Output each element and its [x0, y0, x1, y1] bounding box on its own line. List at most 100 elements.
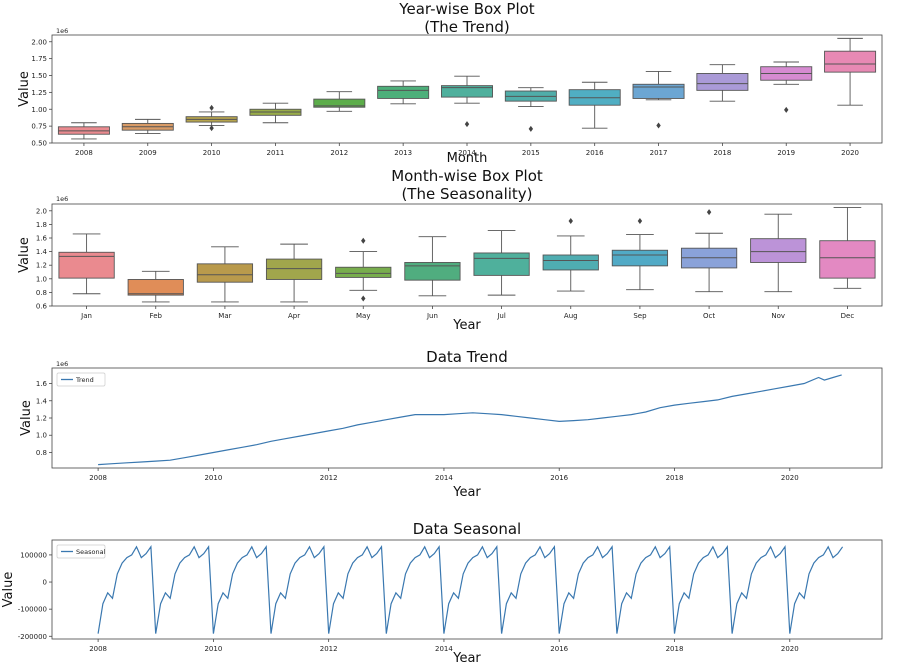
x-tick-label: 2012	[320, 645, 338, 653]
box-Jul	[473, 252, 530, 276]
y-tick-label: 0	[43, 579, 47, 587]
x-tick-label: Aug	[564, 312, 578, 320]
chart-title: Data Trend	[426, 348, 508, 366]
box-Apr	[265, 258, 323, 280]
month-wise-box-panel: Jan Feb Mar Apr May Jun Jul Aug Sep Oct Nov Dec 0.6 0…	[17, 167, 883, 333]
data-trend-panel: 2008 2010 2012 2014 2016 2018 2020 0.8 1.0 1.2 1.4…	[19, 348, 883, 500]
x-tick-label: 2019	[777, 149, 795, 157]
chart-title: Year-wise Box Plot	[398, 0, 534, 18]
box-Jun	[404, 262, 461, 281]
x-tick-label: 2012	[320, 474, 338, 482]
outlier-point	[637, 218, 643, 224]
legend-label: Trend	[75, 376, 94, 384]
box-Nov	[750, 238, 807, 263]
x-axis-label: Month	[447, 151, 488, 166]
y-tick-label: 1.4	[36, 248, 48, 256]
chart-title: Data Seasonal	[413, 520, 521, 538]
x-tick-label: Nov	[771, 312, 785, 320]
x-tick-label: 2012	[330, 149, 348, 157]
legend-box	[56, 372, 106, 387]
x-tick-label: 2010	[204, 474, 222, 482]
y-axis-label: Value	[1, 572, 16, 608]
y-tick-label: 1.8	[36, 221, 47, 229]
chart-subtitle: (The Seasonality)	[401, 185, 532, 203]
x-tick-label: 2014	[458, 149, 476, 157]
y-tick-label: 1.50	[31, 72, 47, 80]
x-tick-label: Dec	[841, 312, 855, 320]
x-tick-label: 2008	[75, 149, 93, 157]
y-tick-label: 2.0	[36, 207, 47, 215]
x-tick-label: 2015	[522, 149, 540, 157]
box-2012	[313, 98, 366, 108]
y-tick-label: 1.2	[36, 415, 47, 423]
x-tick-label: 2017	[650, 149, 668, 157]
x-tick-label: 2018	[713, 149, 731, 157]
box-Mar	[196, 263, 254, 283]
y-tick-label: -200000	[18, 633, 47, 641]
box-Aug	[542, 254, 599, 271]
x-tick-label: Jul	[496, 312, 506, 320]
outlier-point	[209, 125, 214, 132]
plot-frame	[51, 203, 883, 307]
x-tick-label: Jun	[426, 312, 438, 320]
x-axis-label: Year	[452, 485, 481, 500]
series-line-seasonal	[97, 545, 844, 634]
x-tick-label: 2016	[550, 474, 568, 482]
y-tick-label: 1.0	[36, 275, 47, 283]
y-tick-label: 1.0	[36, 432, 47, 440]
plot-frame	[51, 367, 883, 469]
box-Sep	[611, 249, 669, 267]
box-Dec	[819, 240, 876, 279]
x-axis-label: Year	[452, 318, 481, 333]
outlier-point	[656, 122, 661, 129]
legend-label: Seasonal	[76, 548, 106, 556]
x-tick-label: 2020	[781, 645, 799, 653]
box-2018	[696, 73, 749, 91]
y-tick-label: 0.50	[31, 140, 47, 148]
x-tick-label: Feb	[150, 312, 163, 320]
outlier-point	[209, 104, 214, 111]
y-tick-label: 1.4	[36, 397, 48, 405]
outlier-point	[464, 121, 470, 128]
x-axis-label: Year	[452, 651, 481, 666]
y-offset-label: 1e6	[56, 195, 68, 203]
x-tick-label: 2014	[435, 474, 453, 482]
outlier-point	[528, 125, 534, 132]
x-tick-label: May	[356, 312, 370, 320]
y-axis-label: Value	[17, 71, 32, 107]
x-tick-label: 2016	[586, 149, 604, 157]
x-tick-label: 2013	[394, 149, 412, 157]
y-offset-label: 1e6	[56, 360, 68, 368]
x-tick-label: Mar	[218, 312, 231, 320]
x-tick-label: 2020	[841, 149, 859, 157]
x-tick-label: 2010	[204, 645, 222, 653]
outlier-point	[784, 106, 789, 113]
box-Feb	[127, 279, 184, 296]
y-axis-label: Value	[17, 237, 32, 273]
chart-title: Month-wise Box Plot	[391, 167, 543, 185]
y-tick-label: 0.6	[36, 303, 48, 311]
outlier-point	[568, 218, 573, 224]
data-seasonal-panel: 2008 2010 2012 2014 2016 2018 2020 100000 0 -1000…	[1, 520, 883, 666]
x-tick-label: 2011	[267, 149, 285, 157]
y-tick-label: 1.2	[36, 262, 47, 270]
x-tick-label: 2009	[139, 149, 157, 157]
y-tick-label: 1.00	[31, 106, 47, 114]
outlier-point	[706, 209, 712, 216]
series-line-trend	[98, 374, 842, 466]
x-tick-label: 2018	[666, 474, 684, 482]
y-tick-label: 1.75	[31, 55, 47, 63]
y-tick-label: -100000	[18, 606, 47, 614]
x-tick-label: Jan	[80, 312, 92, 320]
x-tick-label: 2020	[781, 474, 799, 482]
y-tick-label: 100000	[20, 551, 47, 559]
y-tick-label: 0.8	[36, 289, 47, 297]
y-tick-label: 1.6	[36, 380, 48, 388]
x-tick-label: Apr	[288, 312, 300, 320]
x-tick-label: Sep	[633, 312, 647, 320]
box-2017	[632, 83, 685, 99]
x-tick-label: 2010	[203, 149, 221, 157]
y-tick-label: 2.00	[31, 38, 47, 46]
x-tick-label: 2016	[550, 645, 568, 653]
